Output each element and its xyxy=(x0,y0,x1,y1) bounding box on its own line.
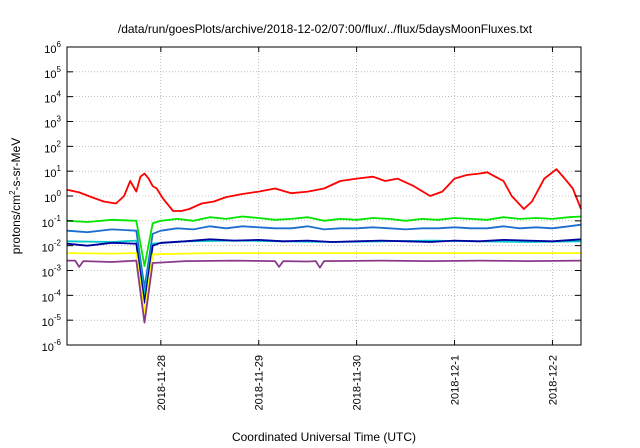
y-tick-label-7: 101 xyxy=(44,164,61,180)
x-tick-label-1: 2018-11-29 xyxy=(254,355,266,410)
series-line-3 xyxy=(66,239,582,297)
series-line-4 xyxy=(66,238,582,304)
series-line-1 xyxy=(66,215,582,268)
y-axis-label-post: -s-sr-MeV xyxy=(9,138,23,191)
y-tick-label-11: 105 xyxy=(44,65,61,81)
y-tick-label-12: 106 xyxy=(44,40,61,56)
chart-title: /data/run/goesPlots/archive/2018-12-02/0… xyxy=(118,22,533,36)
y-tick-label-10: 104 xyxy=(44,90,61,106)
x-tick-label-2: 2018-11-30 xyxy=(352,355,364,410)
y-tick-label-2: 10-4 xyxy=(42,288,62,304)
y-tick-label-4: 10-2 xyxy=(42,239,62,255)
y-tick-label-3: 10-3 xyxy=(42,264,62,280)
y-axis-label: protons/cm2-s-sr-MeV xyxy=(8,138,23,254)
series-line-2 xyxy=(66,223,582,289)
y-tick-label-1: 10-5 xyxy=(42,313,62,329)
series-line-6 xyxy=(67,259,582,324)
y-tick-label-9: 103 xyxy=(44,115,61,131)
series-line-0 xyxy=(66,168,582,212)
x-tick-label-4: 2018-12-2 xyxy=(547,355,559,405)
series-line-5 xyxy=(66,252,581,314)
y-tick-label-6: 100 xyxy=(44,189,61,205)
x-tick-label-0: 2018-11-28 xyxy=(156,355,168,410)
x-tick-label-3: 2018-12-1 xyxy=(450,355,462,405)
y-tick-label-5: 10-1 xyxy=(42,214,62,230)
series-layer xyxy=(66,168,582,324)
y-tick-label-0: 10-6 xyxy=(42,338,62,354)
y-axis-label-pre: protons/cm xyxy=(9,195,23,254)
y-tick-label-8: 102 xyxy=(44,139,61,155)
y-axis: 10-6 10-5 10-4 10-3 10-2 10-1 100 101 102 103 104 1… xyxy=(42,40,581,354)
x-axis-label: Coordinated Universal Time (UTC) xyxy=(232,430,416,444)
x-axis: 2018-11-28 2018-11-29 2018-11-30 2018-12-1 2… xyxy=(156,47,559,410)
y-axis-label-sup: 2 xyxy=(8,190,17,195)
